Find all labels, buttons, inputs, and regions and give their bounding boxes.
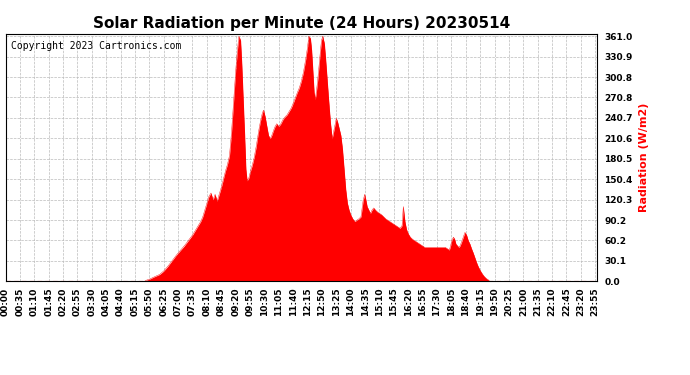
Y-axis label: Radiation (W/m2): Radiation (W/m2) <box>638 103 649 212</box>
Title: Solar Radiation per Minute (24 Hours) 20230514: Solar Radiation per Minute (24 Hours) 20… <box>92 16 510 31</box>
Text: Copyright 2023 Cartronics.com: Copyright 2023 Cartronics.com <box>12 41 181 51</box>
